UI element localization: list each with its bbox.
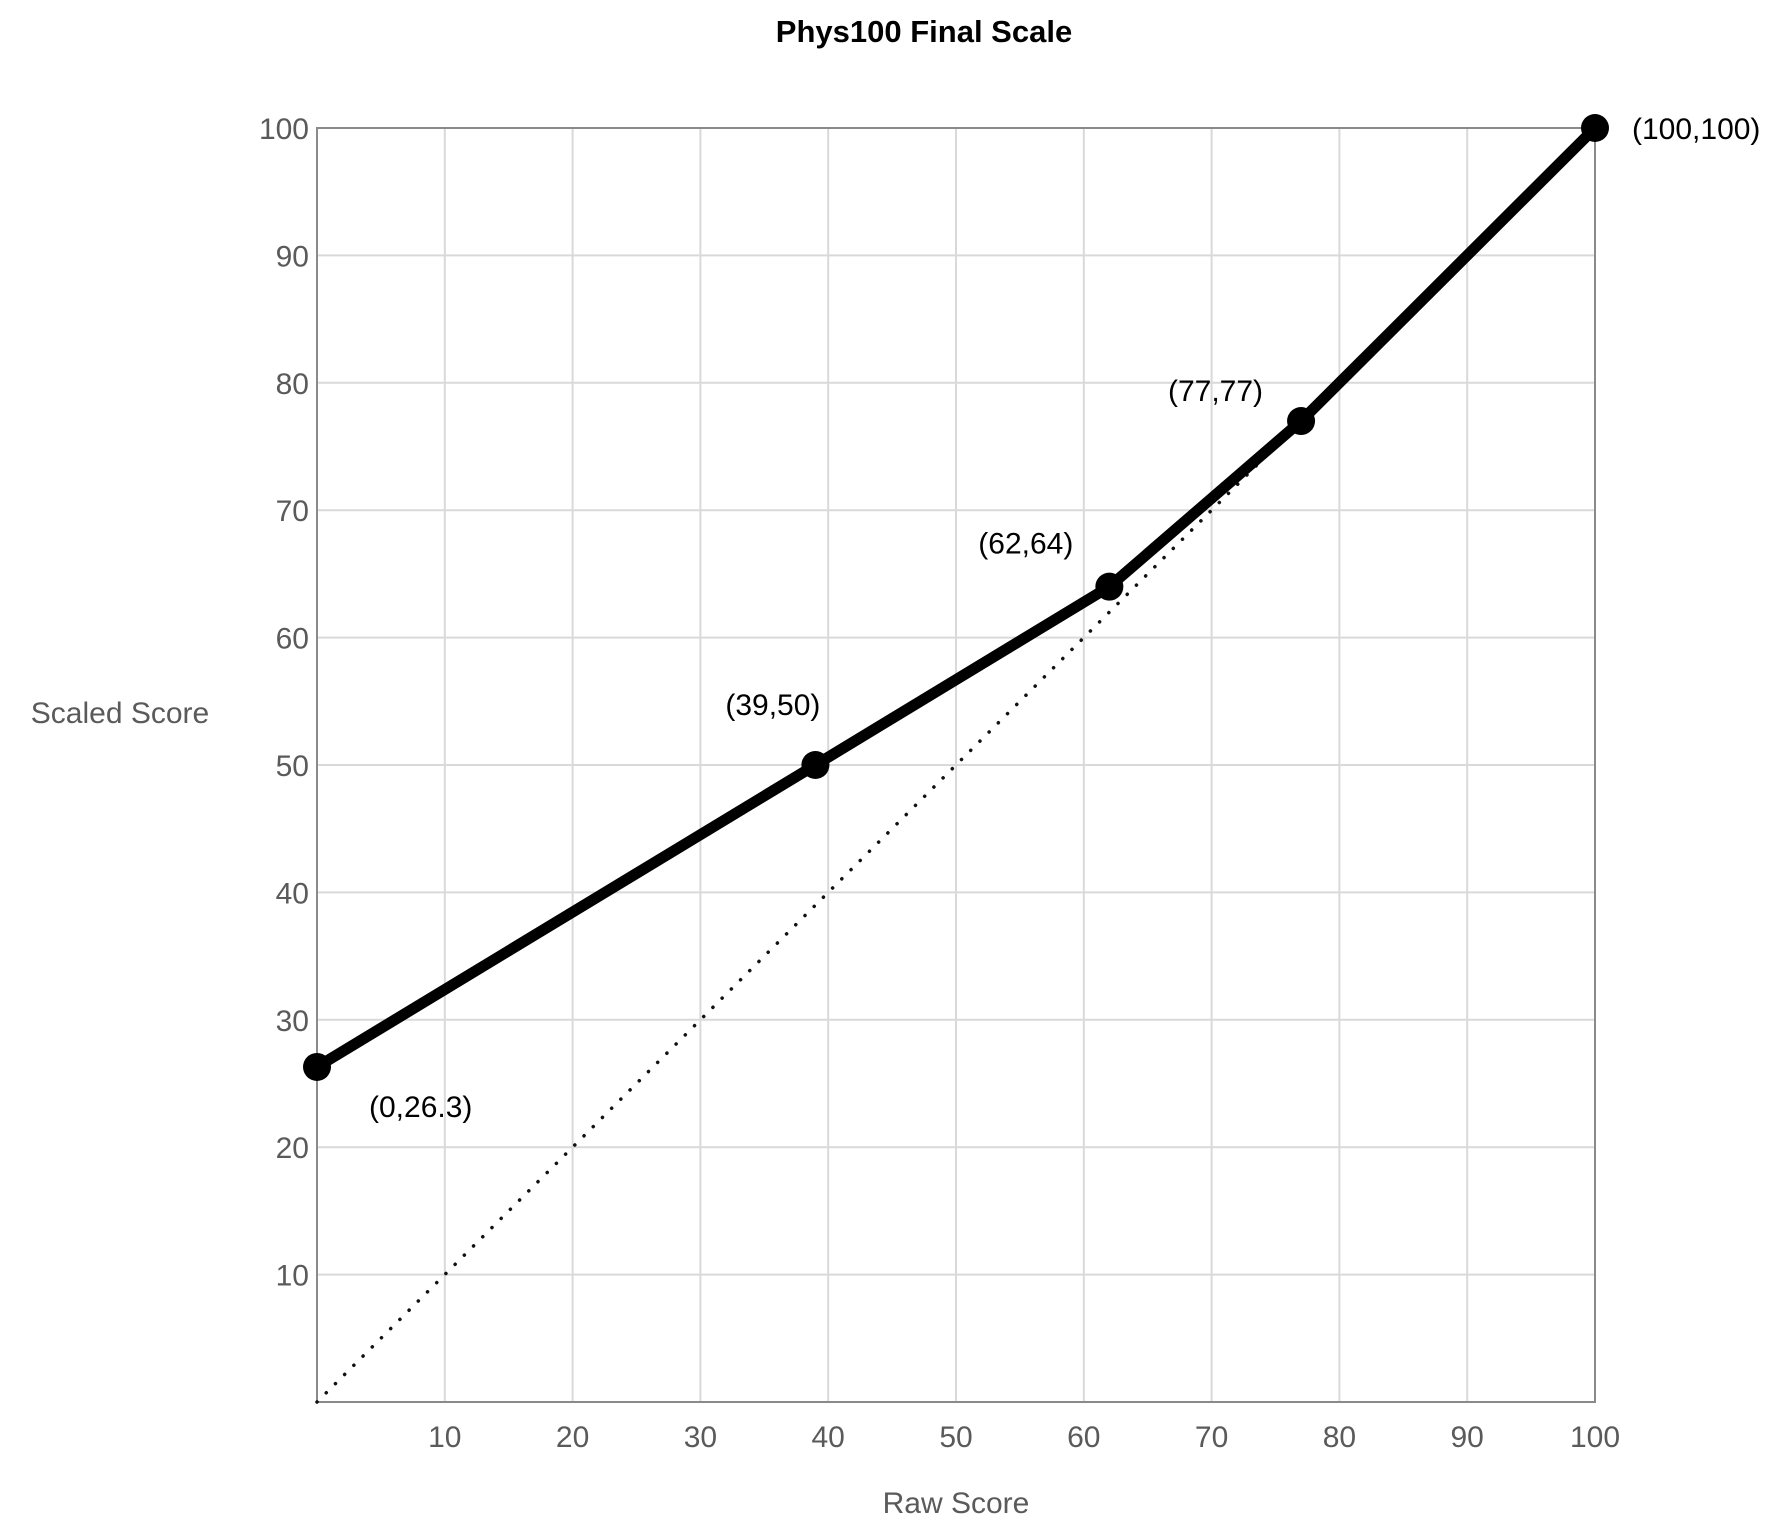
x-tick-label: 10	[428, 1421, 461, 1454]
x-tick-label: 80	[1323, 1421, 1356, 1454]
data-point-marker	[1287, 407, 1316, 436]
point-annotation-label: (39,50)	[725, 689, 820, 722]
x-tick-label: 20	[556, 1421, 589, 1454]
x-tick-label: 50	[939, 1421, 972, 1454]
plot-border	[316, 127, 1596, 1403]
y-tick-label: 100	[259, 113, 309, 146]
y-tick-label: 90	[276, 240, 309, 273]
y-tick-label: 60	[276, 623, 309, 656]
point-annotation-label: (77,77)	[1168, 375, 1263, 408]
y-tick-label: 30	[276, 1005, 309, 1038]
data-point-labels: (0,26.3) (39,50) (62,64) (77,77) (100,100)	[369, 113, 1760, 1124]
point-annotation-label: (62,64)	[978, 528, 1073, 561]
y-tick-label: 50	[276, 750, 309, 783]
identity-reference-line-line	[315, 126, 1597, 1404]
data-point-marker	[1581, 114, 1609, 142]
y-tick-label: 10	[276, 1260, 309, 1293]
y-tick-label: 80	[276, 368, 309, 401]
data-point-marker	[1095, 572, 1124, 601]
gridlines	[317, 127, 1596, 1402]
x-tick-label: 30	[684, 1421, 717, 1454]
data-point-marker	[801, 751, 830, 779]
y-axis-title: Scaled Score	[31, 697, 209, 730]
point-annotation-label: (100,100)	[1632, 113, 1760, 146]
x-tick-label: 60	[1067, 1421, 1100, 1454]
tick-labels: 10 20 30 40 50 60 70 80 90 100 10 20 30 40 50 60 70 80 90 1…	[259, 113, 1620, 1454]
y-tick-label: 40	[276, 877, 309, 910]
x-tick-label: 100	[1570, 1421, 1620, 1454]
data-point-marker	[303, 1052, 331, 1081]
y-tick-label: 70	[276, 495, 309, 528]
point-annotation-label: (0,26.3)	[369, 1091, 472, 1124]
chart-title: Phys100 Final Scale	[776, 14, 1072, 49]
x-axis-title: Raw Score	[883, 1487, 1030, 1520]
x-tick-label: 40	[812, 1421, 845, 1454]
x-tick-label: 70	[1195, 1421, 1228, 1454]
y-tick-label: 20	[276, 1132, 309, 1165]
data-point-markers	[303, 114, 1609, 1081]
x-tick-label: 90	[1451, 1421, 1484, 1454]
